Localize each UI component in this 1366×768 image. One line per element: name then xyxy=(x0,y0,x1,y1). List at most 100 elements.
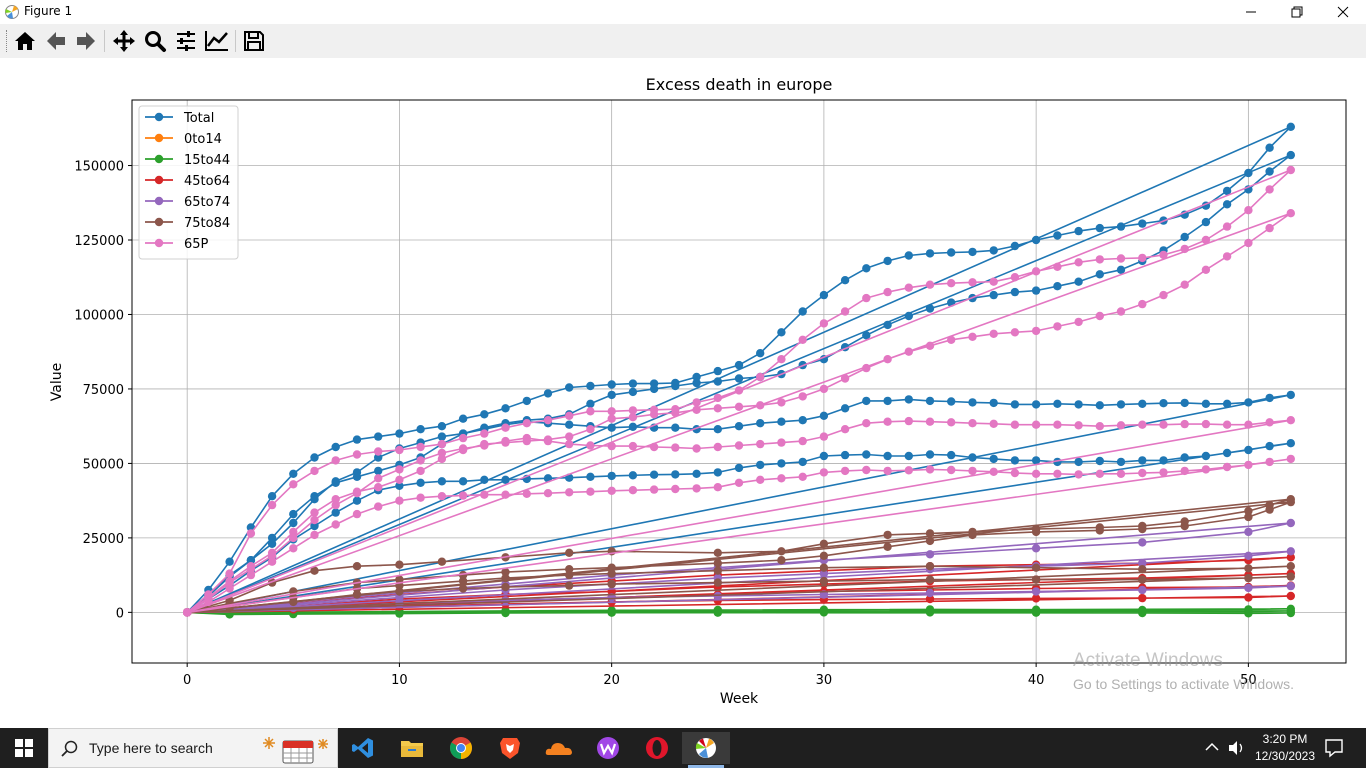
forward-button[interactable] xyxy=(72,27,100,55)
data-point-65p xyxy=(968,419,977,428)
data-point-75to84 xyxy=(607,563,616,572)
tray-expand-chevron-icon[interactable] xyxy=(1205,742,1219,752)
home-button[interactable] xyxy=(11,27,39,55)
data-point-total xyxy=(628,471,638,480)
legend-frame xyxy=(138,105,239,260)
edit-axis-button[interactable] xyxy=(203,27,231,55)
data-point-65p xyxy=(310,508,319,517)
data-point-15to44 xyxy=(607,608,616,617)
data-point-65p xyxy=(501,490,510,499)
data-point-65p xyxy=(565,439,574,449)
tray-date[interactable]: 12/30/2023 xyxy=(1254,749,1316,763)
data-point-15to44 xyxy=(395,609,404,618)
data-point-total xyxy=(862,450,871,459)
taskbar-app-wps[interactable] xyxy=(584,732,632,764)
data-point-45to64 xyxy=(1286,553,1296,562)
activate-windows-subtitle: Go to Settings to activate Windows. xyxy=(1073,676,1294,692)
data-point-75to84 xyxy=(565,548,574,557)
data-point-65p xyxy=(1053,469,1062,478)
data-point-65p xyxy=(1074,470,1083,479)
data-point-total xyxy=(671,423,680,432)
taskbar-app-brave[interactable] xyxy=(486,732,534,764)
save-button[interactable] xyxy=(240,27,268,55)
taskbar-app-chrome[interactable] xyxy=(437,732,485,764)
data-point-75to84 xyxy=(883,542,892,551)
data-point-total xyxy=(798,307,807,316)
taskbar-app-figure[interactable] xyxy=(682,732,730,768)
data-point-65p xyxy=(1244,420,1253,429)
data-point-65to74 xyxy=(1286,581,1296,591)
data-point-75to84 xyxy=(501,573,510,583)
data-point-total xyxy=(1074,277,1083,286)
data-point-total xyxy=(671,381,680,391)
line-chart[interactable]: 0 10 20 30 40 50 0 25000 50000 75000 100000 125000 1… xyxy=(0,58,1366,728)
data-point-75to84 xyxy=(1286,497,1296,507)
data-point-75to84 xyxy=(819,563,829,572)
taskbar-app-vscode[interactable] xyxy=(339,732,387,764)
data-point-65p xyxy=(1222,462,1232,472)
data-point-65p xyxy=(204,594,213,604)
taskbar-search-box[interactable]: Type here to search xyxy=(48,728,338,768)
pan-button[interactable] xyxy=(110,27,138,55)
data-point-65p xyxy=(607,441,616,451)
data-point-65p xyxy=(798,472,807,481)
data-point-65p xyxy=(416,493,425,502)
data-point-total xyxy=(267,492,277,501)
restore-button[interactable] xyxy=(1274,0,1320,24)
data-point-total xyxy=(649,470,659,479)
data-point-75to84 xyxy=(289,597,298,607)
data-point-65p xyxy=(883,417,892,426)
zoom-button[interactable] xyxy=(141,27,169,55)
data-point-65p xyxy=(331,495,340,504)
tray-time[interactable]: 3:20 PM xyxy=(1262,732,1308,746)
data-point-total xyxy=(501,404,510,413)
data-point-65p xyxy=(437,454,447,464)
data-point-65to74 xyxy=(1138,538,1147,547)
data-point-75to84 xyxy=(1138,575,1147,584)
back-button[interactable] xyxy=(42,27,70,55)
data-point-total xyxy=(628,387,638,397)
start-button[interactable] xyxy=(0,728,48,768)
data-point-75to84 xyxy=(777,547,786,556)
data-point-total xyxy=(904,311,913,321)
close-button[interactable] xyxy=(1320,0,1366,24)
file-explorer-icon xyxy=(401,741,423,757)
data-point-65to74 xyxy=(1286,518,1296,528)
configure-subplots-button[interactable] xyxy=(172,27,200,55)
data-point-65p xyxy=(416,442,425,452)
taskbar-app-file-explorer[interactable] xyxy=(388,732,436,764)
data-point-65p xyxy=(1138,420,1147,429)
data-point-65p xyxy=(607,414,616,423)
data-point-total xyxy=(989,398,998,408)
wps-icon xyxy=(597,737,619,759)
minimize-button[interactable] xyxy=(1228,0,1274,24)
toolbar-grip xyxy=(6,30,10,52)
data-point-65p xyxy=(1265,418,1274,427)
toolbar-separator xyxy=(235,30,236,52)
data-point-65p xyxy=(840,374,850,383)
notifications-icon[interactable] xyxy=(1324,738,1344,758)
data-point-total xyxy=(310,521,319,531)
data-point-total xyxy=(480,410,489,419)
data-point-65p xyxy=(968,466,977,476)
data-point-total xyxy=(1222,399,1232,408)
y-tick-label: 25000 xyxy=(83,532,124,547)
search-placeholder: Type here to search xyxy=(89,740,213,756)
data-point-65p xyxy=(756,475,765,484)
data-point-total xyxy=(289,509,298,519)
data-point-65p xyxy=(1286,454,1296,464)
search-icon xyxy=(61,740,78,757)
taskbar-app-cloudflare[interactable] xyxy=(535,732,583,764)
data-point-65to74 xyxy=(1244,527,1253,537)
data-point-total xyxy=(925,396,935,406)
data-point-65to74 xyxy=(501,596,510,605)
figure-canvas[interactable]: 0 10 20 30 40 50 0 25000 50000 75000 100000 125000 1… xyxy=(0,58,1366,728)
taskbar-app-opera[interactable] xyxy=(633,732,681,764)
x-tick-label: 30 xyxy=(816,673,833,688)
data-point-total xyxy=(1095,456,1105,466)
x-tick-label: 10 xyxy=(391,673,408,688)
data-point-75to84 xyxy=(777,556,786,565)
data-point-65p xyxy=(310,530,319,540)
data-point-75to84 xyxy=(1244,512,1253,522)
volume-icon[interactable] xyxy=(1227,739,1245,757)
